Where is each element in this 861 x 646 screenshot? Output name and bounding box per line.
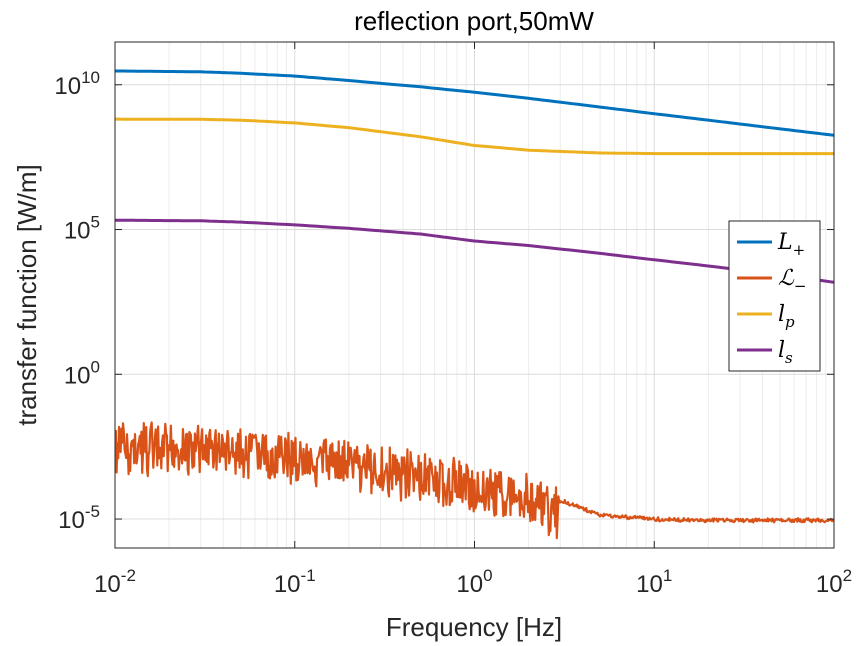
x-tick-label: 10-2: [94, 566, 136, 598]
legend-box: [728, 220, 821, 372]
series-line-3: [115, 218, 834, 284]
series-line-2: [115, 117, 834, 156]
series-line-1: [115, 421, 834, 540]
chart-title: reflection port,50mW: [354, 6, 594, 36]
y-axis-title: transfer function [W/m]: [12, 164, 42, 426]
y-tick-label: 105: [64, 213, 100, 245]
y-tick-label: 100: [64, 357, 100, 389]
x-tick-label: 101: [636, 566, 672, 598]
legend-label-0: L+: [777, 230, 805, 259]
x-tick-label: 102: [816, 566, 852, 598]
x-tick-label: 10-1: [274, 566, 316, 598]
legend-label-1: ℒ−: [778, 266, 806, 295]
x-tick-labels: 10-2 10-1 100 101 102: [94, 566, 852, 598]
y-tick-label: 1010: [54, 68, 100, 100]
series-layer: [115, 69, 834, 540]
x-axis-title: Frequency [Hz]: [386, 612, 562, 642]
legend: L+ ℒ− lp ls: [728, 220, 821, 372]
legend-label-3: ls: [778, 338, 793, 367]
y-tick-label: 10-5: [58, 502, 100, 534]
y-tick-labels: 10-5 100 105 1010: [54, 68, 100, 534]
legend-label-2: lp: [778, 302, 795, 331]
x-tick-label: 100: [456, 566, 492, 598]
series-line-0: [115, 69, 834, 137]
ticks: [114, 42, 835, 548]
